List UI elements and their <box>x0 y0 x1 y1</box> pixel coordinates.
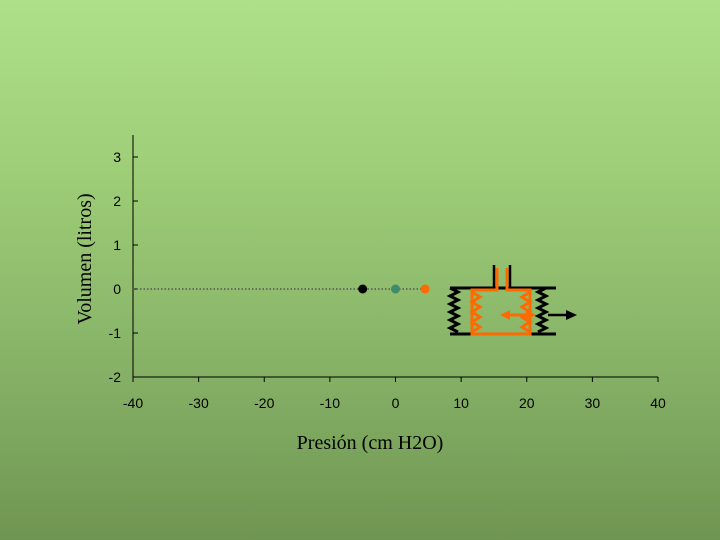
y-tick-label: -2 <box>109 369 122 385</box>
lung-spring-left <box>469 290 483 334</box>
y-tick-label: 1 <box>113 237 121 253</box>
lung-chest-wall-diagram <box>446 265 577 336</box>
x-tick-label: -20 <box>254 395 274 411</box>
x-tick-label: -30 <box>189 395 209 411</box>
chest-wall-spring-left <box>446 286 462 334</box>
lung-outline <box>470 268 532 336</box>
x-axis-title: Presión (cm H2O) <box>297 432 444 454</box>
chest-wall-arrowhead-icon <box>566 310 577 320</box>
y-tick-label: 0 <box>113 281 121 297</box>
x-tick-label: 40 <box>650 395 666 411</box>
y-tick-label: 2 <box>113 193 121 209</box>
y-tick-label: -1 <box>109 325 122 341</box>
data-point <box>391 284 400 294</box>
x-tick-label: 10 <box>453 395 469 411</box>
data-point <box>358 284 368 294</box>
y-axis-title: Volumen (litros) <box>74 193 96 324</box>
lung-recoil-arrowhead-left-icon <box>500 310 510 320</box>
x-ticks: -40 -30 -20 -10 0 10 20 30 40 <box>123 377 666 411</box>
y-ticks: 3 2 1 0 -1 -2 <box>109 149 138 385</box>
x-tick-label: 20 <box>519 395 535 411</box>
points-layer <box>358 284 430 294</box>
x-tick-label: -10 <box>320 395 340 411</box>
axes <box>132 135 658 378</box>
x-tick-label: -40 <box>123 395 143 411</box>
lung-recoil-arrowhead-right-icon <box>526 310 536 320</box>
x-tick-label: 30 <box>585 395 601 411</box>
data-point <box>420 284 430 294</box>
y-tick-label: 3 <box>113 149 121 165</box>
chest-wall-spring-right <box>534 286 550 334</box>
x-tick-label: 0 <box>392 395 400 411</box>
